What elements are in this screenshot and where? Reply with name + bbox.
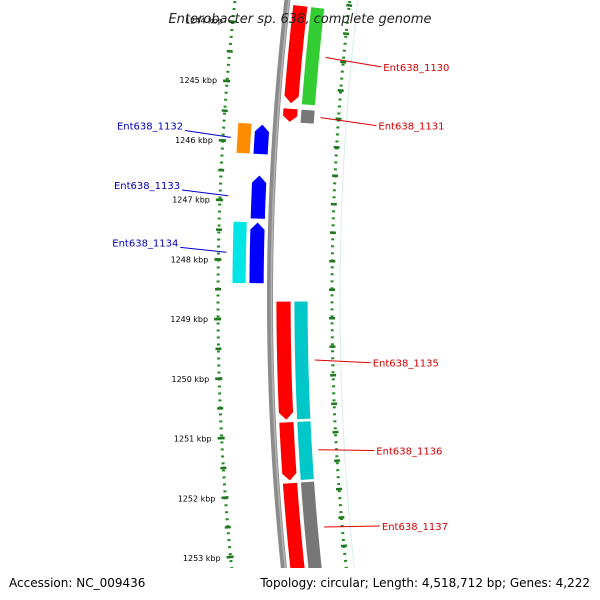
ruler-tick-label: 1245 kbp [179, 76, 217, 85]
ruler-tick-label: 1246 kbp [175, 136, 213, 145]
cog-band[interactable] [231, 220, 248, 284]
cog-band[interactable] [301, 6, 326, 107]
gene-label-ent638-1131[interactable]: Ent638_1131 [320, 117, 445, 133]
ruler-tick-label: 1250 kbp [171, 375, 209, 384]
backbone-highlight [270, 0, 290, 587]
genome-backbone [266, 0, 291, 588]
gene-label-text[interactable]: Ent638_1130 [383, 63, 449, 74]
backbone-line [266, 0, 291, 588]
gene-ent638-1134[interactable] [231, 220, 266, 285]
gene-label-text[interactable]: Ent638_1137 [382, 522, 448, 533]
gene-label-ent638-1137[interactable]: Ent638_1137 [324, 522, 448, 533]
gene-arrow[interactable] [249, 174, 268, 220]
gene-ent638-1136[interactable] [278, 420, 315, 482]
gene-ent638-1135[interactable] [275, 300, 312, 421]
ruler-inner-dots [216, 0, 237, 593]
ruler-tick-label: 1248 kbp [171, 255, 209, 264]
cog-band[interactable] [296, 420, 315, 481]
gene-arrow[interactable] [252, 123, 270, 156]
ruler-tick [226, 49, 233, 53]
gene-label-text[interactable]: Ent638_1134 [112, 238, 178, 249]
gene-label-text[interactable]: Ent638_1136 [376, 447, 442, 458]
label-leader-line [320, 117, 377, 127]
ruler-tick-label: 1253 kbp [183, 554, 221, 563]
ruler-tick [338, 515, 345, 519]
ruler-tick-label: 1251 kbp [174, 435, 212, 444]
ruler-tick [346, 3, 353, 7]
ruler-tick-label: 1249 kbp [170, 315, 208, 324]
gene-label-ent638-1134[interactable]: Ent638_1134 [112, 238, 227, 253]
gene-ent638-1132[interactable] [235, 121, 270, 156]
cog-band[interactable] [293, 300, 312, 421]
map-title: Enterobacter sp. 638, complete genome [168, 12, 431, 27]
label-leader-line [182, 189, 229, 197]
label-leader-line [314, 359, 371, 364]
gene-ent638-1133[interactable] [249, 174, 268, 220]
footer-bar [0, 568, 600, 600]
gene-label-ent638-1135[interactable]: Ent638_1135 [314, 359, 439, 370]
ruler-tick [340, 544, 348, 548]
gene-labels: Ent638_1130 Ent638_1131 Ent638_1132 Ent638_… [112, 57, 450, 533]
accession-text: Accession: NC_009436 [9, 576, 145, 590]
gene-arrow[interactable] [283, 4, 309, 105]
ruler-major-tick [223, 79, 231, 83]
gene-arrow[interactable] [282, 107, 299, 123]
ruler-tick [340, 60, 347, 64]
gene-label-text[interactable]: Ent638_1131 [378, 122, 444, 133]
label-leader-line [318, 449, 375, 451]
gene-ent638-1137[interactable] [282, 480, 324, 578]
gene-ent638-1130[interactable] [283, 4, 326, 107]
cog-band[interactable] [235, 121, 253, 155]
label-leader-line [185, 130, 232, 138]
ruler-tick [224, 525, 231, 529]
ruler: 1244 kbp 1245 kbp 1246 kbp 1247 kbp 1248 kbp… [170, 0, 359, 593]
ruler-major-tick [221, 496, 229, 500]
cog-band[interactable] [299, 108, 316, 125]
gene-label-text[interactable]: Ent638_1133 [114, 181, 180, 192]
gene-arrow[interactable] [275, 300, 294, 421]
label-leader-line [324, 525, 380, 528]
gene-arrow[interactable] [278, 421, 298, 482]
gene-label-text[interactable]: Ent638_1132 [117, 122, 183, 133]
gene-ent638-1131[interactable] [282, 107, 316, 125]
ruler-tick-label: 1252 kbp [178, 494, 216, 503]
topology-text: Topology: circular; Length: 4,518,712 bp… [259, 576, 590, 590]
gene-label-text[interactable]: Ent638_1135 [373, 359, 439, 370]
gene-arrow[interactable] [248, 221, 266, 285]
ruler-tick-label: 1247 kbp [172, 196, 210, 205]
gene-tracks [231, 4, 326, 578]
outer-track-guide [339, 0, 359, 580]
gene-label-ent638-1136[interactable]: Ent638_1136 [318, 447, 442, 458]
label-leader-line [180, 246, 227, 253]
ruler-tick-label: 1244 kbp [185, 17, 223, 26]
ruler-tick [342, 32, 350, 36]
gene-label-ent638-1130[interactable]: Ent638_1130 [325, 57, 450, 74]
ruler-major-tick [226, 555, 234, 559]
gene-label-ent638-1132[interactable]: Ent638_1132 [117, 122, 232, 138]
label-leader-line [325, 57, 382, 68]
gene-label-ent638-1133[interactable]: Ent638_1133 [114, 181, 229, 197]
ruler-major-tick [228, 20, 236, 24]
